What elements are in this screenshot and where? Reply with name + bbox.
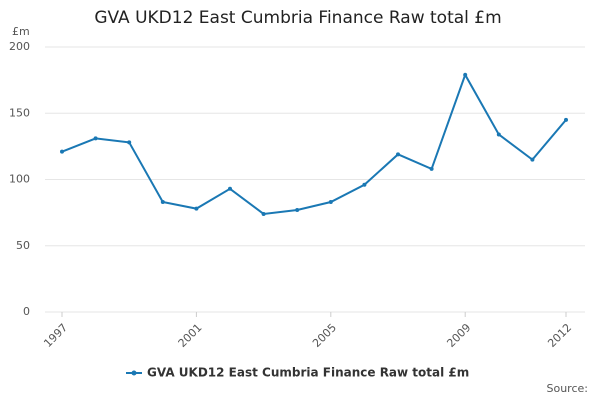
point [160, 200, 165, 205]
y-tick-label: 0 [23, 305, 30, 318]
point [564, 117, 568, 122]
point [127, 140, 132, 145]
point [60, 149, 64, 154]
point [362, 182, 367, 187]
y-tick-label: 150 [9, 106, 30, 119]
point [328, 200, 333, 205]
x-tick-label: 2005 [310, 321, 339, 350]
y-tick-label: 200 [9, 40, 30, 53]
chart-title: GVA UKD12 East Cumbria Finance Raw total… [94, 8, 501, 28]
x-tick-label: 2001 [176, 321, 205, 350]
legend-marker [131, 370, 137, 376]
point [295, 207, 300, 212]
x-tick-label: 1997 [41, 321, 70, 350]
point [530, 157, 535, 162]
point [93, 136, 98, 141]
x-tick-label: 2012 [545, 321, 574, 350]
point [194, 206, 199, 211]
point [228, 186, 232, 191]
point [261, 211, 266, 216]
y-tick-label: 100 [9, 173, 30, 186]
point [496, 132, 501, 137]
source: Source: [547, 382, 589, 395]
y-axis-unit: £m [12, 25, 30, 38]
point [463, 72, 468, 77]
legend-label: GVA UKD12 East Cumbria Finance Raw total… [147, 366, 469, 380]
x-tick-label: 2009 [444, 321, 473, 350]
point [429, 166, 434, 171]
series-line [61, 72, 567, 215]
y-tick-label: 50 [16, 239, 30, 252]
point [396, 152, 400, 157]
